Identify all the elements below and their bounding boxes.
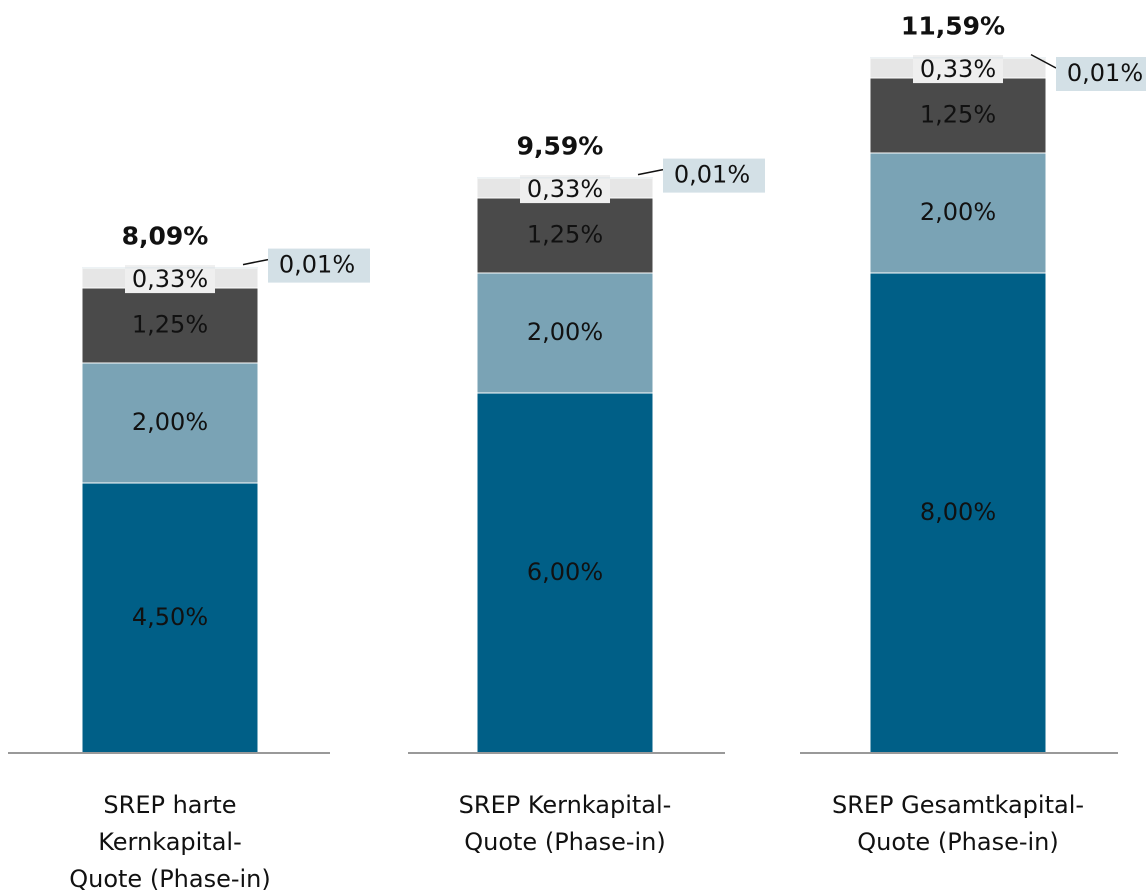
x-tick-label: SREP Gesamtkapital- Quote (Phase-in) [832, 791, 1084, 856]
bar-segment [81, 362, 259, 484]
value-label: 0,33% [527, 175, 603, 203]
label-box [663, 158, 765, 193]
bar-segment [869, 272, 1047, 754]
bar-segment [82, 267, 258, 269]
total-label: 9,59% [517, 132, 604, 161]
label-box [125, 265, 215, 294]
bar-segment [476, 197, 654, 274]
bar-segment [81, 482, 259, 754]
label-box [913, 55, 1003, 84]
x-tick-label-line: SREP harte [103, 791, 236, 819]
bar-segment [477, 177, 653, 179]
value-label: 2,00% [527, 318, 603, 346]
value-label: 0,01% [674, 161, 750, 189]
label-box [268, 248, 370, 283]
bar-segment [869, 77, 1047, 154]
leader-line [242, 258, 269, 266]
bar-segment [476, 272, 654, 394]
value-label: 0,33% [920, 55, 996, 83]
bar-segment [869, 152, 1047, 274]
value-label: 2,00% [132, 408, 208, 436]
value-label: 8,00% [920, 498, 996, 526]
value-label: 0,33% [132, 265, 208, 293]
x-tick-label-line: Quote (Phase-in) [69, 865, 271, 893]
label-box [520, 175, 610, 204]
x-tick-label: SREP harte Kernkapital- Quote (Phase-in) [69, 791, 271, 893]
x-tick-label: SREP Kernkapital- Quote (Phase-in) [459, 791, 672, 856]
total-label: 8,09% [122, 222, 209, 251]
leader-line [1030, 53, 1057, 69]
value-label: 6,00% [527, 558, 603, 586]
x-tick-label-line: Quote (Phase-in) [464, 828, 666, 856]
value-label: 1,25% [527, 221, 603, 249]
total-label: 11,59% [901, 12, 1005, 41]
value-label: 1,25% [132, 311, 208, 339]
value-label: 0,01% [279, 251, 355, 279]
label-box [1056, 57, 1146, 91]
x-tick-label-line: Kernkapital- [98, 828, 242, 856]
bar-segment [476, 392, 654, 754]
value-label: 1,25% [920, 101, 996, 129]
value-label: 4,50% [132, 603, 208, 631]
value-label: 0,01% [1067, 59, 1143, 87]
x-tick-label-line: SREP Gesamtkapital- [832, 791, 1084, 819]
x-tick-label-line: Quote (Phase-in) [857, 828, 1059, 856]
leader-line [637, 168, 664, 176]
bar-segment [870, 57, 1046, 59]
value-label: 2,00% [920, 198, 996, 226]
x-tick-label-line: SREP Kernkapital- [459, 791, 672, 819]
